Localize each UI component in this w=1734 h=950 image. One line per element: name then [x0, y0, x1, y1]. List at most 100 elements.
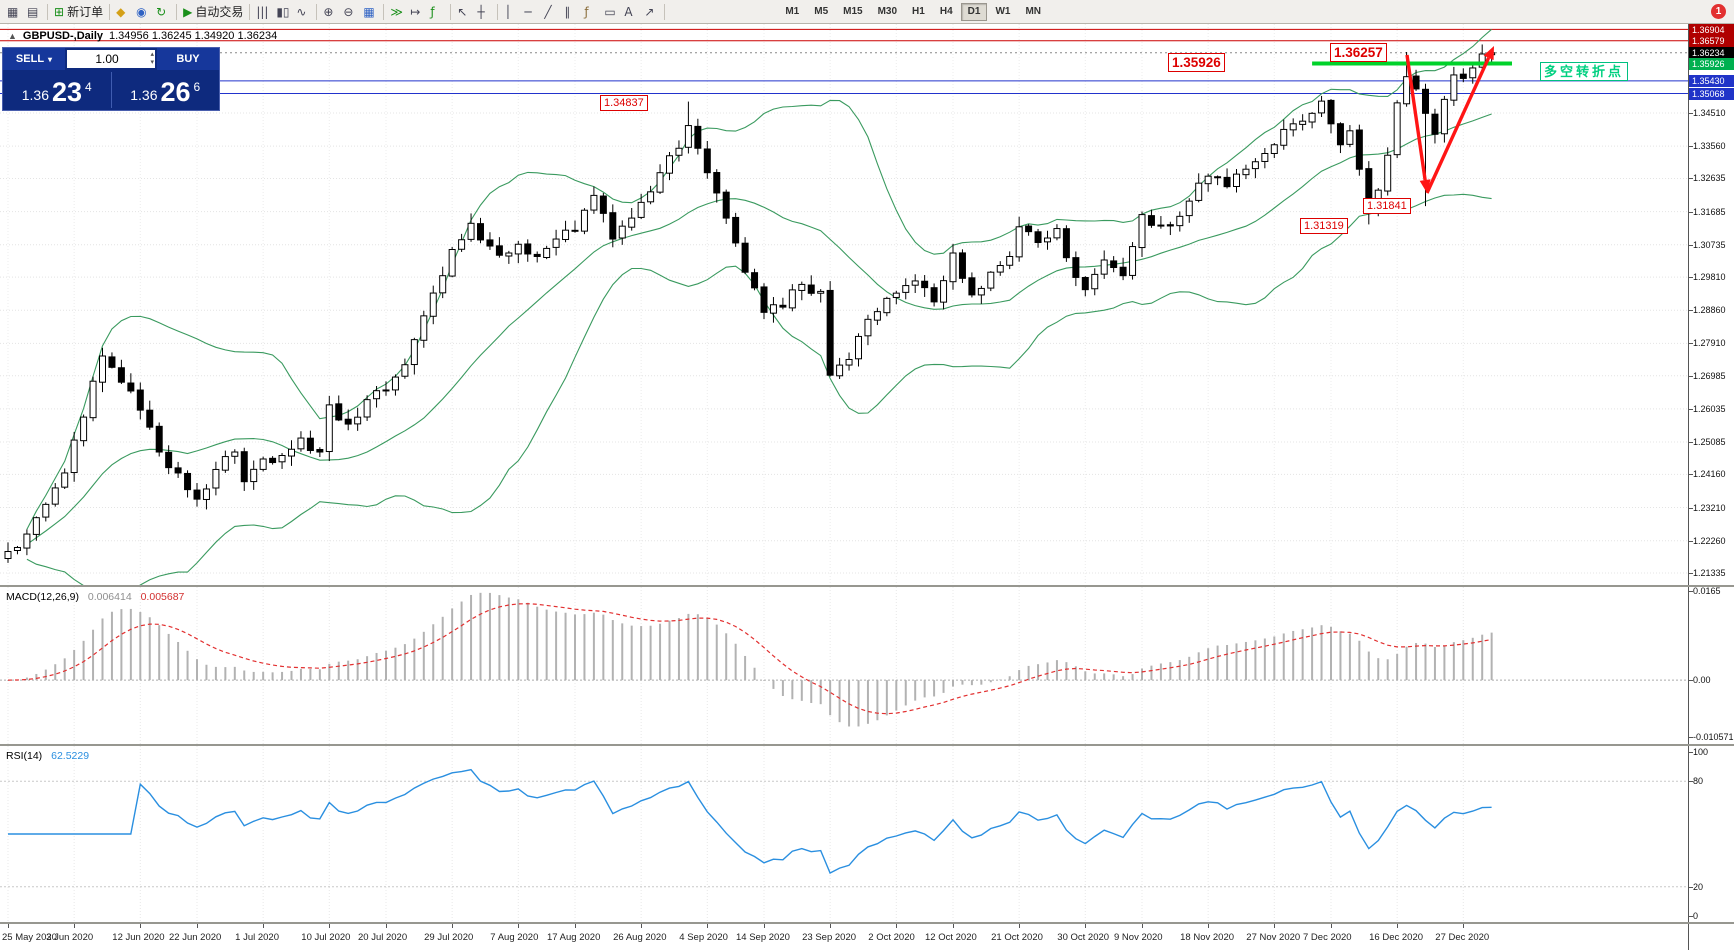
text-icon: A: [624, 4, 633, 19]
new-order-icon: ⊞: [54, 4, 65, 19]
timeframe-mn[interactable]: MN: [1018, 3, 1048, 21]
bar-chart-button[interactable]: |||: [253, 2, 273, 22]
price-level-annotation[interactable]: 1.34837: [600, 95, 648, 111]
rsi-panel[interactable]: [0, 746, 1688, 922]
price-level-annotation[interactable]: 1.36257: [1330, 43, 1387, 62]
date-axis-label: 14 Sep 2020: [736, 932, 790, 943]
volume-up-icon[interactable]: ▴: [150, 51, 154, 58]
horizontal-line-button[interactable]: ─: [521, 2, 541, 22]
panel-separator[interactable]: [0, 744, 1734, 746]
main-price-chart[interactable]: [0, 24, 1688, 585]
price-axis[interactable]: 1.34510 1.33560 1.32635 1.31685 1.30735 1.298…: [1688, 24, 1734, 950]
rsi-name: RSI(14): [6, 750, 43, 762]
price-axis-label: 1.26035: [1693, 403, 1726, 414]
notification-badge[interactable]: 1: [1711, 4, 1726, 19]
date-axis-label: 7 Aug 2020: [490, 932, 539, 943]
price-marker-chip: 1.36579: [1689, 34, 1734, 47]
date-axis[interactable]: 25 May 2020 3 Jun 2020 12 Jun 2020 22 Jun 2…: [0, 924, 1688, 950]
timeframe-m30[interactable]: M30: [871, 3, 904, 21]
autotrading-button[interactable]: ▶ 自动交易: [180, 2, 246, 22]
refresh-button[interactable]: ↻: [153, 2, 173, 22]
tile-windows-button[interactable]: ▦: [360, 2, 380, 22]
candle-chart-button[interactable]: ▮▯: [273, 2, 293, 22]
price-axis-label: 1.30735: [1693, 239, 1726, 250]
chart-shift-button[interactable]: ↦: [407, 2, 427, 22]
volume-field-wrap: ▴ ▾: [67, 50, 155, 68]
shapes-icon: ▭: [604, 4, 616, 19]
macd-panel[interactable]: [0, 587, 1688, 744]
timeframe-h4[interactable]: H4: [933, 3, 960, 21]
price-level-annotation[interactable]: 1.31319: [1300, 218, 1348, 234]
panel-separator[interactable]: [0, 585, 1734, 587]
one-click-top-row: SELL ▾ ▴ ▾ BUY: [3, 48, 219, 70]
arrows-tool-button[interactable]: ↗: [641, 2, 661, 22]
market-watch-button[interactable]: ◆: [113, 2, 133, 22]
buy-price-button[interactable]: 1.36 26 6: [112, 70, 220, 110]
date-axis-label: 20 Jul 2020: [358, 932, 408, 943]
indicators-button[interactable]: ƒ: [427, 2, 447, 22]
rsi-value: 62.5229: [51, 750, 90, 762]
trend-arrow[interactable]: [1405, 54, 1427, 181]
line-chart-button[interactable]: ∿: [293, 2, 313, 22]
new-order-button-label: 新订单: [67, 5, 104, 19]
symbol-period-label: GBPUSD-,Daily: [22, 30, 103, 42]
timeframe-w1[interactable]: W1: [988, 3, 1017, 21]
turning-point-label[interactable]: 多空转折点: [1540, 62, 1629, 81]
chart-shift-icon: ↦: [410, 4, 421, 19]
cursor-button[interactable]: ↖: [454, 2, 474, 22]
timeframe-d1[interactable]: D1: [960, 2, 988, 21]
new-chart-button[interactable]: ▦: [4, 2, 24, 22]
timeframe-h1[interactable]: H1: [905, 3, 932, 21]
rsi-axis-label: 0: [1693, 911, 1699, 921]
buy-price-main: 1.36: [130, 87, 158, 103]
zoom-out-button[interactable]: ⊖: [340, 2, 360, 22]
zoom-in-button[interactable]: ⊕: [320, 2, 340, 22]
timeframe-m5[interactable]: M5: [807, 3, 835, 21]
toolbar-separator: [450, 3, 452, 20]
trend-arrow-head[interactable]: [1483, 46, 1494, 61]
chart-title: ▲ GBPUSD-,Daily 1.34956 1.36245 1.34920 …: [8, 30, 277, 42]
profiles-button[interactable]: ▤: [24, 2, 44, 22]
price-level-annotation[interactable]: 1.31841: [1363, 198, 1411, 214]
date-axis-label: 29 Jul 2020: [424, 932, 474, 943]
sell-dropdown-button[interactable]: SELL ▾: [3, 48, 65, 70]
zoom-out-icon: ⊖: [343, 4, 354, 19]
buy-dropdown-button[interactable]: BUY: [157, 48, 219, 70]
volume-down-icon[interactable]: ▾: [150, 59, 154, 66]
timeframe-m1[interactable]: M1: [778, 3, 806, 21]
macd-axis-label: 0.00: [1693, 675, 1711, 686]
date-axis-label: 26 Aug 2020: [613, 932, 667, 943]
text-button[interactable]: A: [621, 2, 641, 22]
fibonacci-icon: ƒ: [584, 4, 589, 19]
rsi-axis-label: 100: [1693, 747, 1709, 757]
vertical-line-button[interactable]: │: [501, 2, 521, 22]
shapes-button[interactable]: ▭: [601, 2, 621, 22]
toolbar-separator: [316, 3, 318, 20]
price-axis-label: 1.25085: [1693, 437, 1726, 448]
date-axis-label: 25 May 2020: [2, 932, 57, 943]
sell-price-button[interactable]: 1.36 23 4: [3, 70, 111, 110]
volume-input[interactable]: [67, 51, 155, 67]
date-axis-label: 21 Oct 2020: [991, 932, 1043, 943]
timeframe-m15[interactable]: M15: [836, 3, 869, 21]
fibonacci-button[interactable]: ƒ: [581, 2, 601, 22]
auto-scroll-button[interactable]: ≫: [387, 2, 407, 22]
accounts-button[interactable]: ◉: [133, 2, 153, 22]
panel-separator[interactable]: [0, 922, 1734, 924]
candles: [4, 44, 1496, 563]
price-level-annotation[interactable]: 1.35926: [1168, 53, 1225, 72]
toolbar-separator: [497, 3, 499, 20]
accounts-icon: ◉: [136, 4, 147, 19]
bollinger-lower: [26, 193, 1492, 585]
macd-axis-label: -0.010571: [1693, 732, 1734, 743]
toolbar: ▦ ▤ ⊞ 新订单 ◆ ◉ ↻ ▶ 自动交易 ||| ▮▯ ∿ ⊕ ⊖ ▦ ≫ ↦ ƒ ↖ ┼ │ ─ ╱ ∥ ƒ ▭ A ↗ M1 M5…: [0, 0, 1734, 24]
crosshair-button[interactable]: ┼: [474, 2, 494, 22]
price-marker-chip: 1.36904: [1689, 24, 1734, 36]
new-order-button[interactable]: ⊞ 新订单: [51, 2, 106, 22]
channel-button[interactable]: ∥: [561, 2, 581, 22]
buy-price-sup: 6: [193, 80, 201, 94]
trend-arrow[interactable]: [1425, 57, 1491, 194]
candle-chart-icon: ▮▯: [276, 4, 290, 19]
trendline-button[interactable]: ╱: [541, 2, 561, 22]
